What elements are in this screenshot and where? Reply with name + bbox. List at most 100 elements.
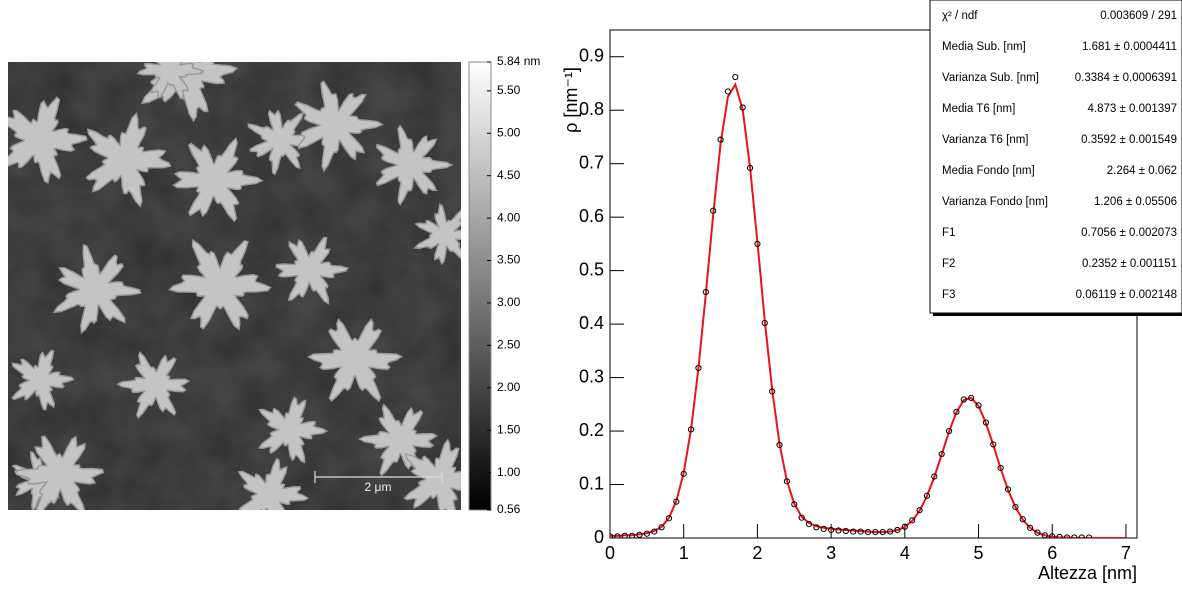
- colorbar-tick-label: 0.56: [497, 502, 521, 516]
- data-point: [909, 517, 916, 524]
- data-point: [732, 73, 739, 81]
- data-point: [945, 427, 953, 435]
- data-point: [658, 524, 665, 531]
- data-point: [621, 532, 628, 538]
- y-tick-label: 0.5: [579, 259, 604, 279]
- colorbar-tick-label: 5.00: [497, 125, 521, 139]
- data-point: [857, 528, 864, 535]
- data-point: [1056, 533, 1063, 538]
- y-tick-label: 0.3: [579, 366, 604, 386]
- data-point: [643, 530, 650, 537]
- data-point: [791, 501, 798, 508]
- stats-label: Media Sub. [nm]: [942, 41, 1026, 53]
- data-point: [610, 533, 614, 538]
- data-point: [665, 515, 673, 522]
- data-point: [879, 529, 886, 536]
- data-point: [953, 408, 960, 415]
- data-point: [776, 441, 783, 449]
- data-point: [850, 528, 857, 535]
- x-tick-label: 2: [752, 543, 762, 563]
- colorbar-tick-label: 3.50: [497, 253, 521, 267]
- data-point: [754, 240, 761, 247]
- island: [257, 396, 329, 464]
- y-tick-label: 0.7: [579, 152, 604, 172]
- data-point: [1012, 503, 1019, 511]
- data-point: [1071, 534, 1078, 538]
- stats-label: F3: [942, 289, 955, 301]
- data-point: [975, 402, 982, 409]
- data-point: [636, 531, 643, 538]
- colorbar: [468, 61, 492, 511]
- colorbar-tick-label: 5.84 nm: [497, 54, 540, 68]
- stats-label: F2: [942, 258, 955, 270]
- data-point: [710, 207, 717, 214]
- data-point: [886, 528, 894, 535]
- stats-value: 0.3592 ± 0.001549: [1081, 134, 1177, 146]
- data-point: [783, 478, 790, 485]
- island: [8, 96, 88, 184]
- data-point: [990, 441, 997, 448]
- island: [294, 80, 384, 173]
- stats-value: 0.06119 ± 0.002148: [1076, 289, 1177, 301]
- stats-label: Varianza Sub. [nm]: [942, 72, 1039, 84]
- data-point: [968, 394, 975, 401]
- data-point: [717, 136, 724, 143]
- scale-bar-label: 2 μm: [365, 480, 392, 494]
- island: [116, 351, 191, 419]
- data-point: [1049, 533, 1056, 538]
- island: [358, 403, 439, 477]
- x-tick-label: 3: [826, 543, 836, 563]
- stats-label: χ² / ndf: [942, 10, 978, 22]
- stats-box: [929, 0, 1182, 314]
- data-point: [769, 388, 776, 395]
- scale-bar: [314, 471, 443, 483]
- y-tick-label: 0.2: [579, 420, 604, 440]
- island: [11, 349, 75, 411]
- data-point: [982, 419, 990, 426]
- data-point: [695, 364, 702, 372]
- data-point: [872, 529, 879, 536]
- data-point: [687, 426, 695, 433]
- data-point: [1034, 529, 1041, 536]
- data-point: [1085, 534, 1093, 538]
- y-tick-label: 0.1: [579, 473, 604, 493]
- stats-label: Varianza Fondo [nm]: [942, 196, 1048, 208]
- data-point: [842, 527, 849, 535]
- x-tick-label: 5: [974, 543, 984, 563]
- colorbar-tick-label: 5.50: [497, 83, 521, 97]
- y-tick-label: 0.6: [579, 206, 604, 226]
- stats-label: Media T6 [nm]: [942, 103, 1015, 115]
- stats: χ² / ndf 0.003609 / 291 Media Sub. [nm] 1.6…: [942, 10, 1177, 301]
- y-axis-label: ρ [nm⁻¹]: [561, 67, 581, 133]
- stats-value: 4.873 ± 0.001397: [1088, 103, 1177, 115]
- data-point: [901, 523, 908, 530]
- data-point: [739, 104, 746, 111]
- stats-value: 1.206 ± 0.05506: [1094, 196, 1177, 208]
- y-tick-label: 0.8: [579, 99, 604, 119]
- island: [13, 435, 105, 510]
- stats-value: 0.3384 ± 0.0006391: [1075, 72, 1177, 84]
- stats-value: 0.003609 / 291: [1100, 10, 1177, 22]
- data-point: [894, 526, 901, 534]
- island: [403, 438, 461, 510]
- data-point: [1019, 516, 1026, 523]
- afm-image: [8, 62, 461, 510]
- x-tick-label: 1: [679, 543, 689, 563]
- island: [168, 238, 272, 331]
- island: [307, 318, 404, 403]
- x-tick-label: 7: [1121, 543, 1131, 563]
- data-point: [923, 492, 931, 499]
- y-tick-label: 0.4: [579, 313, 604, 333]
- data-point: [835, 527, 842, 534]
- colorbar-tick-label: 2.50: [497, 338, 521, 352]
- data-point: [931, 473, 938, 480]
- stats-label: F1: [942, 227, 955, 239]
- island: [85, 112, 172, 208]
- stats-value: 1.681 ± 0.0004411: [1082, 41, 1177, 53]
- data-point: [1063, 534, 1071, 538]
- y-tick-label: 0: [594, 527, 604, 547]
- data-point: [724, 88, 732, 95]
- data-point: [828, 526, 835, 534]
- data-point: [673, 498, 680, 505]
